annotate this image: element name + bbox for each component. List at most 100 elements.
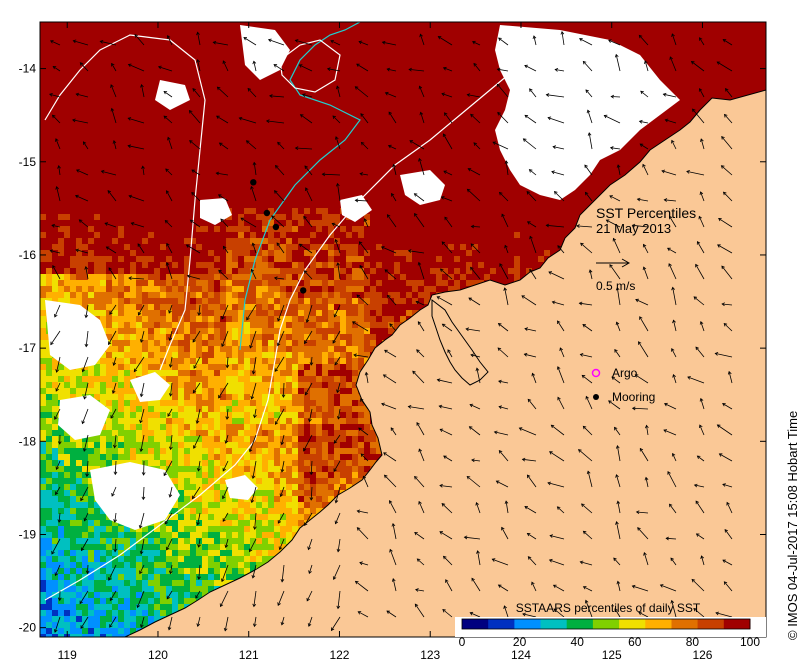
current-vector-arrow bbox=[280, 564, 285, 583]
current-vector-arrow bbox=[221, 330, 229, 348]
current-vector-arrow bbox=[693, 483, 705, 488]
mooring-markers bbox=[250, 179, 307, 294]
current-vector-arrow bbox=[504, 244, 509, 254]
colorbar-tick-label: 60 bbox=[628, 635, 642, 649]
current-vector-arrow bbox=[195, 590, 201, 599]
current-vector-arrow bbox=[527, 556, 537, 566]
current-vector-arrow bbox=[305, 304, 313, 323]
current-vector-arrow bbox=[554, 68, 565, 72]
current-vector-arrow bbox=[669, 56, 677, 72]
current-vectors bbox=[49, 31, 733, 633]
current-vector-arrow bbox=[389, 323, 397, 332]
current-vector-arrow bbox=[439, 428, 453, 436]
current-vector-arrow bbox=[416, 558, 425, 566]
current-vector-arrow bbox=[105, 246, 117, 254]
current-vector-arrow bbox=[645, 424, 649, 436]
current-vector-arrow bbox=[357, 611, 369, 618]
current-vector-arrow bbox=[471, 577, 481, 592]
current-vector-arrow bbox=[556, 366, 565, 384]
current-vector-arrow bbox=[79, 590, 89, 605]
current-vector-arrow bbox=[553, 608, 565, 618]
current-vector-arrow bbox=[470, 243, 481, 254]
current-vector-arrow bbox=[252, 512, 257, 530]
current-vector-arrow bbox=[667, 247, 677, 254]
current-vector-arrow bbox=[691, 108, 705, 124]
current-vector-arrow bbox=[112, 434, 117, 449]
current-vector-arrow bbox=[84, 304, 89, 319]
current-vector-arrow bbox=[294, 146, 313, 151]
current-vector-arrow bbox=[168, 382, 173, 397]
current-vector-arrow bbox=[303, 270, 313, 280]
current-vector-arrow bbox=[75, 169, 89, 176]
current-vector-arrow bbox=[526, 532, 537, 540]
current-vector-arrow bbox=[51, 223, 61, 228]
y-tick-label: -17 bbox=[19, 341, 37, 355]
current-vector-arrow bbox=[197, 564, 201, 580]
current-vector-arrow bbox=[321, 172, 341, 177]
current-vector-arrow bbox=[164, 512, 173, 525]
isobath-white-1 bbox=[44, 64, 521, 601]
current-vector-arrow bbox=[224, 434, 229, 444]
current-vector-arrow bbox=[616, 500, 621, 514]
current-vector-arrow bbox=[298, 64, 313, 72]
current-vector-arrow bbox=[444, 216, 453, 228]
current-vector-arrow bbox=[356, 527, 369, 540]
mooring-marker bbox=[300, 287, 307, 294]
current-vector-arrow bbox=[308, 408, 313, 423]
current-vector-arrow bbox=[723, 322, 733, 332]
current-vector-arrow bbox=[473, 62, 481, 72]
current-vector-arrow bbox=[165, 261, 173, 280]
y-tick-label: -15 bbox=[19, 155, 37, 169]
current-vector-arrow bbox=[360, 398, 369, 410]
current-vector-arrow bbox=[613, 557, 621, 566]
current-vector-arrow bbox=[441, 241, 453, 254]
current-vector-arrow bbox=[716, 424, 733, 436]
current-vector-arrow bbox=[273, 276, 285, 281]
current-vector-arrow bbox=[700, 138, 705, 150]
current-vector-arrow bbox=[638, 341, 649, 358]
current-vector-arrow bbox=[551, 300, 565, 306]
current-vector-arrow bbox=[139, 538, 145, 555]
current-vector-arrow bbox=[672, 319, 677, 332]
current-vector-arrow bbox=[693, 296, 705, 306]
current-vector-arrow bbox=[631, 223, 649, 228]
current-vector-arrow bbox=[133, 356, 145, 373]
current-vector-arrow bbox=[612, 237, 621, 254]
current-vector-arrow bbox=[387, 294, 397, 306]
current-vector-arrow bbox=[168, 564, 173, 575]
current-vector-arrow bbox=[84, 266, 89, 280]
x-tick-label: 122 bbox=[329, 648, 349, 662]
current-vector-arrow bbox=[217, 194, 229, 202]
current-vector-arrow bbox=[436, 296, 453, 306]
current-vector-arrow bbox=[695, 533, 705, 540]
current-vector-arrow bbox=[166, 242, 173, 254]
current-vector-arrow bbox=[336, 85, 341, 98]
current-vector-arrow bbox=[631, 584, 649, 592]
current-vector-arrow bbox=[163, 460, 173, 477]
current-vector-arrow bbox=[444, 112, 453, 124]
current-vector-arrow bbox=[386, 214, 397, 228]
current-vector-arrow bbox=[549, 534, 565, 540]
current-vector-arrow bbox=[696, 455, 705, 462]
current-vector-arrow bbox=[605, 219, 621, 228]
current-vector-arrow bbox=[108, 267, 117, 280]
y-tick-label: -18 bbox=[19, 434, 37, 448]
current-vector-arrow bbox=[55, 382, 61, 392]
current-vector-arrow bbox=[380, 246, 397, 254]
current-vector-arrow bbox=[49, 93, 61, 98]
current-vector-arrow bbox=[524, 64, 537, 72]
current-vector-arrow bbox=[168, 434, 173, 451]
current-vector-arrow bbox=[222, 486, 229, 500]
current-vector-arrow bbox=[553, 191, 565, 202]
current-vector-arrow bbox=[587, 132, 593, 150]
current-vector-arrow bbox=[717, 244, 733, 254]
mooring-marker bbox=[272, 223, 280, 231]
current-vector-arrow bbox=[334, 238, 341, 254]
imos-credit: © IMOS 04-Jul-2017 15:08 Hobart Time bbox=[785, 411, 800, 640]
current-vector-arrow bbox=[418, 157, 425, 176]
mooring-legend-label: Mooring bbox=[612, 390, 655, 404]
current-vector-arrow bbox=[107, 189, 117, 202]
current-vector-arrow bbox=[127, 117, 145, 124]
current-vector-arrow bbox=[134, 33, 145, 46]
current-vector-arrow bbox=[294, 39, 313, 46]
